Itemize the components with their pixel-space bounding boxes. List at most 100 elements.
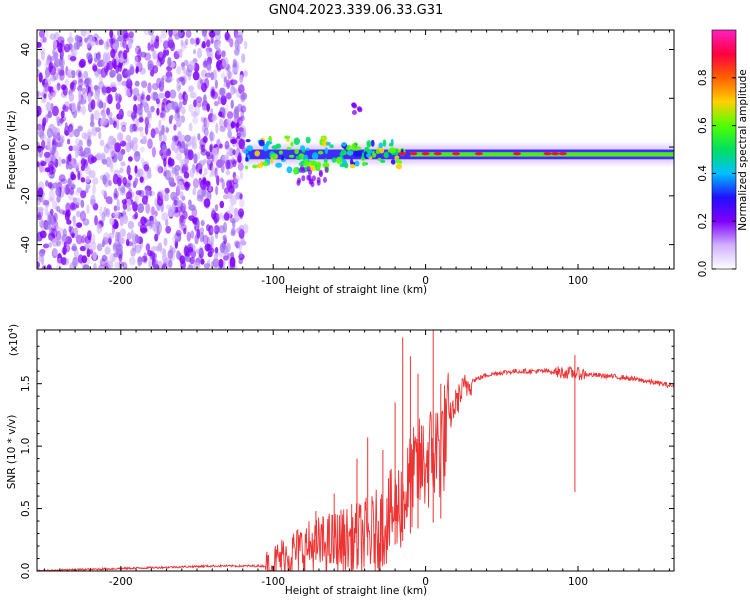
noise-speckle bbox=[197, 163, 202, 170]
noise-speckle bbox=[138, 126, 144, 132]
noise-speckle bbox=[208, 225, 214, 236]
noise-speckle bbox=[227, 111, 234, 120]
noise-speckle bbox=[193, 48, 196, 55]
noise-speckle bbox=[173, 135, 179, 142]
ridge-blob bbox=[288, 154, 295, 158]
noise-speckle bbox=[62, 184, 70, 195]
noise-speckle bbox=[173, 124, 177, 131]
y-tick-label: 1.5 bbox=[20, 375, 32, 392]
noise-speckle bbox=[238, 127, 244, 133]
ridge-blob bbox=[258, 139, 265, 147]
noise-speckle bbox=[115, 102, 121, 110]
noise-speckle bbox=[67, 36, 74, 44]
noise-speckle bbox=[214, 204, 219, 212]
noise-speckle bbox=[105, 86, 112, 94]
noise-speckle bbox=[147, 138, 153, 150]
noise-speckle bbox=[101, 189, 107, 196]
noise-speckle bbox=[149, 215, 154, 221]
y-tick-label: -40 bbox=[20, 236, 32, 253]
noise-speckle bbox=[89, 90, 94, 97]
noise-speckle bbox=[192, 116, 199, 125]
noise-speckle bbox=[141, 157, 145, 165]
noise-speckle bbox=[83, 152, 89, 158]
noise-speckle bbox=[176, 66, 182, 75]
noise-speckle bbox=[120, 121, 127, 127]
noise-speckle bbox=[214, 79, 218, 89]
noise-speckle bbox=[71, 47, 76, 58]
noise-speckle bbox=[214, 167, 218, 179]
noise-speckle bbox=[224, 250, 229, 260]
noise-speckle bbox=[184, 144, 188, 154]
noise-speckle bbox=[149, 206, 156, 216]
noise-speckle bbox=[57, 36, 65, 45]
noise-speckle bbox=[133, 104, 138, 115]
noise-speckle bbox=[179, 191, 184, 199]
noise-speckle bbox=[37, 105, 42, 116]
noise-speckle bbox=[45, 30, 49, 37]
noise-speckle bbox=[178, 220, 182, 229]
noise-speckle bbox=[226, 180, 233, 190]
noise-speckle bbox=[132, 242, 137, 252]
noise-speckle bbox=[182, 163, 190, 174]
noise-speckle bbox=[114, 142, 121, 153]
noise-speckle bbox=[127, 241, 134, 247]
noise-speckle bbox=[54, 58, 61, 68]
noise-speckle bbox=[236, 155, 242, 163]
ridge-blob bbox=[286, 166, 293, 174]
ridge-blob bbox=[284, 135, 291, 140]
noise-speckle bbox=[90, 99, 96, 110]
ridge-blob bbox=[252, 164, 258, 169]
noise-speckle bbox=[219, 118, 224, 128]
snr-ylabel: SNR (10 * v/v) bbox=[6, 415, 18, 490]
noise-speckle bbox=[78, 60, 85, 68]
noise-speckle bbox=[219, 87, 226, 96]
noise-speckle bbox=[219, 242, 226, 253]
noise-speckle bbox=[46, 128, 54, 138]
noise-speckle bbox=[165, 127, 169, 133]
noise-speckle bbox=[56, 195, 61, 203]
noise-speckle bbox=[40, 160, 47, 167]
noise-speckle bbox=[37, 161, 40, 168]
noise-speckle bbox=[59, 137, 64, 148]
noise-speckle bbox=[68, 225, 72, 233]
noise-speckle bbox=[106, 107, 111, 116]
noise-speckle bbox=[68, 187, 75, 196]
noise-speckle bbox=[73, 220, 77, 227]
noise-speckle bbox=[189, 256, 195, 265]
noise-speckle bbox=[200, 144, 206, 153]
noise-speckle bbox=[90, 156, 97, 163]
noise-speckle bbox=[107, 93, 113, 105]
noise-speckle bbox=[161, 30, 168, 39]
colorbar-ticks: 0.0 0.2 0.4 0.6 0.8 bbox=[697, 69, 736, 277]
noise-speckle bbox=[50, 228, 58, 239]
noise-speckle bbox=[216, 47, 221, 56]
noise-speckle bbox=[199, 168, 203, 175]
noise-speckle bbox=[203, 94, 207, 103]
ridge-blob bbox=[324, 147, 329, 155]
noise-speckle bbox=[68, 163, 73, 170]
noise-speckle bbox=[67, 72, 73, 79]
noise-speckle bbox=[164, 169, 172, 181]
noise-speckle bbox=[86, 248, 91, 258]
noise-speckle bbox=[214, 30, 221, 36]
noise-speckle bbox=[200, 258, 205, 265]
noise-speckle bbox=[53, 39, 57, 50]
noise-speckle bbox=[176, 250, 181, 260]
noise-speckle bbox=[106, 38, 112, 48]
noise-speckle bbox=[240, 105, 247, 113]
noise-speckle bbox=[133, 95, 138, 102]
noise-speckle bbox=[135, 68, 139, 74]
noise-speckle bbox=[145, 108, 153, 115]
noise-speckle bbox=[64, 101, 70, 107]
noise-speckle bbox=[127, 220, 135, 230]
noise-speckle bbox=[116, 73, 123, 82]
noise-speckle bbox=[189, 168, 195, 178]
noise-speckle bbox=[163, 193, 170, 202]
noise-speckle bbox=[43, 93, 47, 99]
noise-speckle bbox=[195, 168, 200, 176]
noise-speckle bbox=[74, 190, 80, 196]
noise-speckle bbox=[85, 188, 89, 194]
y-tick-label: 1.0 bbox=[20, 438, 32, 455]
ridge-core bbox=[410, 152, 674, 157]
